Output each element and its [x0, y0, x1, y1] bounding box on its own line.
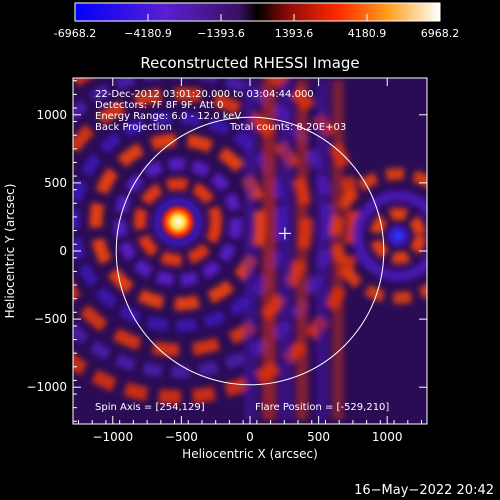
colorbar-tick-labels: -6968.2 −4180.9 −1393.6 1393.6 4180.9 6968.2 — [54, 27, 459, 40]
spin-axis-crosshair — [278, 227, 291, 240]
y-axis-tick-labels: 1000 500 0 −500 −1000 — [26, 108, 67, 394]
colorbar-tick-label: -6968.2 — [54, 27, 96, 40]
y-tick-label: −500 — [34, 312, 67, 326]
colorbar-tick-label: −1393.6 — [197, 27, 245, 40]
image-title: Reconstructed RHESSI Image — [140, 54, 359, 72]
timestamp: 16−May−2022 20:42 — [354, 483, 494, 498]
colorbar-tick-label: 6968.2 — [421, 27, 460, 40]
info-block: 22-Dec-2012 03:01:20.000 to 03:04:44.000… — [95, 89, 346, 133]
y-tick-label: 500 — [44, 176, 67, 190]
flare-position-label: Flare Position = [-529,210] — [255, 402, 389, 413]
x-tick-label: 1000 — [372, 430, 403, 444]
info-line-energy: Energy Range: 6.0 - 12.0 keV — [95, 111, 241, 122]
info-total-counts: Total counts: 8.20E+03 — [229, 122, 346, 133]
y-axis-label: Heliocentric Y (arcsec) — [3, 184, 17, 319]
fringe-pattern — [73, 78, 427, 420]
x-tick-label: −500 — [165, 430, 198, 444]
x-axis-label: Heliocentric X (arcsec) — [182, 447, 318, 461]
axis-ticks — [73, 78, 427, 424]
info-line-detectors: Detectors: 7F 8F 9F, Att 0 — [95, 100, 223, 111]
y-tick-label: 0 — [59, 244, 67, 258]
rhessi-image — [72, 77, 428, 425]
colorbar-tick-label: 4180.9 — [348, 27, 387, 40]
solar-limb-circle — [115, 116, 385, 386]
colorbar-gradient — [74, 2, 441, 22]
x-tick-label: 500 — [307, 430, 330, 444]
info-line-time: 22-Dec-2012 03:01:20.000 to 03:04:44.000 — [95, 89, 314, 100]
colorbar-ticks — [74, 14, 441, 21]
colorbar-tick-label: 1393.6 — [275, 27, 314, 40]
y-tick-label: 1000 — [36, 108, 67, 122]
flare-source-peak — [160, 204, 196, 240]
y-tick-label: −1000 — [26, 380, 67, 394]
right-source-region — [384, 222, 412, 250]
x-tick-label: −1000 — [92, 430, 133, 444]
colorbar: -6968.2 −4180.9 −1393.6 1393.6 4180.9 6968.2 — [54, 2, 459, 40]
x-axis-tick-labels: −1000 −500 0 500 1000 — [92, 430, 402, 444]
info-line-method: Back Projection — [95, 122, 172, 133]
spin-axis-label: Spin Axis = [254,129] — [95, 402, 205, 413]
colorbar-tick-label: −4180.9 — [124, 27, 172, 40]
x-tick-label: 0 — [246, 430, 254, 444]
